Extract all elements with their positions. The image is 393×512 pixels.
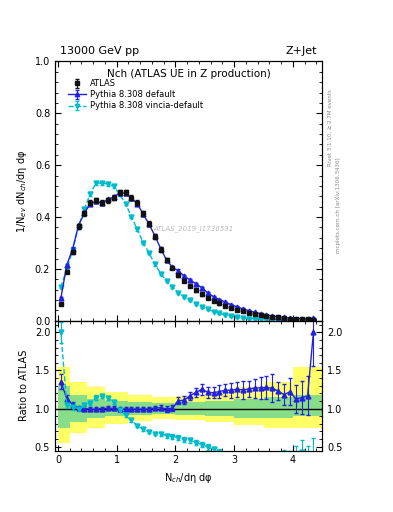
Text: Z+Jet: Z+Jet (285, 46, 317, 56)
Text: 13000 GeV pp: 13000 GeV pp (61, 46, 140, 56)
Y-axis label: 1/N$_{ev}$ dN$_{ch}$/dη dφ: 1/N$_{ev}$ dN$_{ch}$/dη dφ (15, 150, 29, 233)
Y-axis label: Ratio to ATLAS: Ratio to ATLAS (19, 350, 29, 421)
X-axis label: N$_{ch}$/dη dφ: N$_{ch}$/dη dφ (164, 471, 213, 485)
Text: ATLAS_2019_I1736531: ATLAS_2019_I1736531 (154, 225, 234, 232)
Legend: ATLAS, Pythia 8.308 default, Pythia 8.308 vincia-default: ATLAS, Pythia 8.308 default, Pythia 8.30… (64, 76, 207, 114)
Text: Rivet 3.1.10, ≥ 2.7M events: Rivet 3.1.10, ≥ 2.7M events (328, 90, 333, 166)
Text: mcplots.cern.ch [arXiv:1306.3436]: mcplots.cern.ch [arXiv:1306.3436] (336, 157, 341, 252)
Text: Nch (ATLAS UE in Z production): Nch (ATLAS UE in Z production) (107, 69, 270, 79)
